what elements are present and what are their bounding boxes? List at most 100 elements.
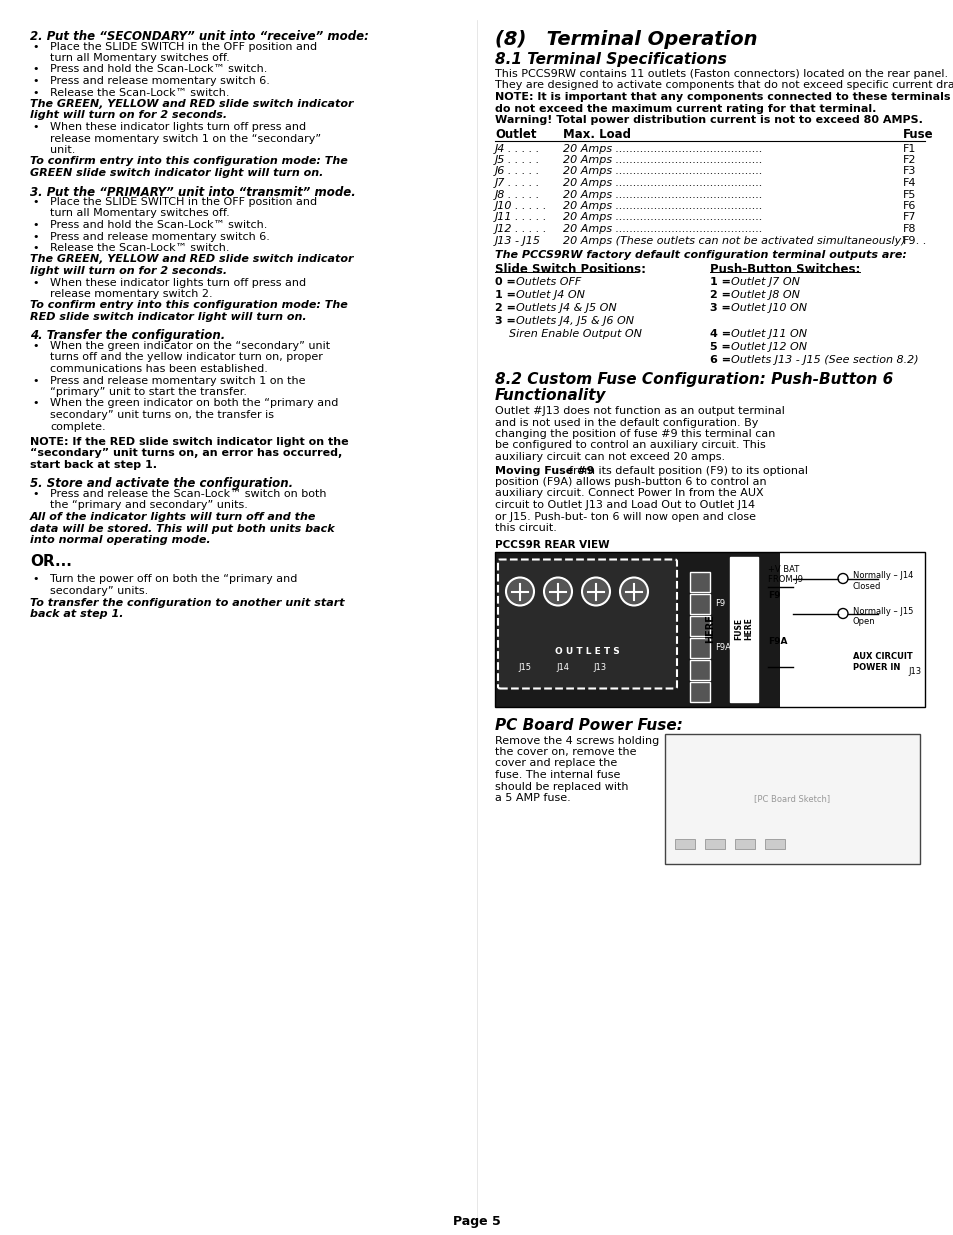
Text: J13 - J15: J13 - J15 [495, 236, 540, 246]
Circle shape [619, 578, 647, 605]
Text: RED slide switch indicator light will turn on.: RED slide switch indicator light will tu… [30, 312, 306, 322]
Bar [704, 839, 724, 848]
Text: J7 . . . . .: J7 . . . . . [495, 178, 539, 188]
Bar [689, 659, 709, 679]
Circle shape [837, 609, 847, 619]
Bar [495, 552, 780, 706]
Bar [675, 839, 695, 848]
Text: Release the Scan-Lock™ switch.: Release the Scan-Lock™ switch. [50, 88, 230, 98]
Text: F1: F1 [902, 143, 916, 153]
Text: from its default position (F9) to its optional: from its default position (F9) to its op… [569, 466, 807, 475]
Text: •: • [32, 122, 38, 132]
Text: auxiliary circuit. Connect Power In from the AUX: auxiliary circuit. Connect Power In from… [495, 489, 762, 499]
Text: 20 Amps ..........................................: 20 Amps ................................… [562, 178, 761, 188]
Text: When these indicator lights turn off press and: When these indicator lights turn off pre… [50, 122, 306, 132]
Text: 2 =: 2 = [495, 303, 519, 312]
Text: 4. Transfer the configuration.: 4. Transfer the configuration. [30, 330, 225, 342]
Text: cover and replace the: cover and replace the [495, 758, 617, 768]
Text: circuit to Outlet J13 and Load Out to Outlet J14: circuit to Outlet J13 and Load Out to Ou… [495, 500, 755, 510]
Text: 20 Amps ..........................................: 20 Amps ................................… [562, 189, 761, 200]
Text: Outlet J10 ON: Outlet J10 ON [730, 303, 806, 312]
Text: Functionality: Functionality [495, 388, 606, 403]
Text: F4: F4 [902, 178, 916, 188]
Text: They are designed to activate components that do not exceed specific current dra: They are designed to activate components… [495, 80, 953, 90]
Text: 20 Amps ..........................................: 20 Amps ................................… [562, 201, 761, 211]
Text: Slide Switch Positions:: Slide Switch Positions: [495, 263, 645, 275]
Bar [664, 734, 919, 863]
Text: 3. Put the “PRIMARY” unit into “transmit” mode.: 3. Put the “PRIMARY” unit into “transmit… [30, 185, 355, 199]
Text: turn all Momentary switches off.: turn all Momentary switches off. [50, 53, 230, 63]
Text: F9: F9 [767, 592, 780, 600]
Text: This PCCS9RW contains 11 outlets (Faston connectors) located on the rear panel.: This PCCS9RW contains 11 outlets (Faston… [495, 69, 947, 79]
Text: turn all Momentary switches off.: turn all Momentary switches off. [50, 209, 230, 219]
FancyBboxPatch shape [497, 559, 677, 688]
Text: J10 . . . . .: J10 . . . . . [495, 201, 547, 211]
Text: Remove the 4 screws holding: Remove the 4 screws holding [495, 736, 659, 746]
Text: back at step 1.: back at step 1. [30, 609, 123, 619]
Text: F9: F9 [714, 599, 724, 608]
Text: and is not used in the default configuration. By: and is not used in the default configura… [495, 417, 758, 427]
Text: Outlets J4 & J5 ON: Outlets J4 & J5 ON [516, 303, 616, 312]
Text: •: • [32, 341, 38, 351]
Bar [689, 682, 709, 701]
Text: or J15. Push-but- ton 6 will now open and close: or J15. Push-but- ton 6 will now open an… [495, 511, 755, 521]
Text: secondary” unit turns on, the transfer is: secondary” unit turns on, the transfer i… [50, 410, 274, 420]
Bar [729, 557, 758, 701]
Text: Press and release momentary switch 6.: Press and release momentary switch 6. [50, 231, 270, 242]
Text: •: • [32, 42, 38, 52]
Circle shape [543, 578, 572, 605]
Circle shape [837, 573, 847, 583]
Text: OR...: OR... [30, 555, 71, 569]
Text: F9A: F9A [714, 643, 730, 652]
Text: •: • [32, 489, 38, 499]
Text: The GREEN, YELLOW and RED slide switch indicator: The GREEN, YELLOW and RED slide switch i… [30, 254, 354, 264]
Text: PCCS9R REAR VIEW: PCCS9R REAR VIEW [495, 541, 609, 551]
Text: Siren Enable Output ON: Siren Enable Output ON [509, 329, 641, 338]
Text: 3 =: 3 = [495, 316, 519, 326]
Text: Moving Fuse #9: Moving Fuse #9 [495, 466, 594, 475]
Text: be configured to control an auxiliary circuit. This: be configured to control an auxiliary ci… [495, 441, 765, 451]
Text: F9: F9 [902, 236, 916, 246]
Text: turns off and the yellow indicator turn on, proper: turns off and the yellow indicator turn … [50, 352, 322, 363]
Text: secondary” units.: secondary” units. [50, 585, 148, 597]
Text: •: • [32, 220, 38, 230]
Text: Turn the power off on both the “primary and: Turn the power off on both the “primary … [50, 574, 297, 584]
Text: Normally – J15
Open: Normally – J15 Open [852, 606, 912, 626]
Text: “primary” unit to start the transfer.: “primary” unit to start the transfer. [50, 387, 247, 396]
Text: Outlet J11 ON: Outlet J11 ON [730, 329, 806, 338]
Text: the “primary and secondary” units.: the “primary and secondary” units. [50, 500, 248, 510]
Text: Outlet #J13 does not function as an output terminal: Outlet #J13 does not function as an outp… [495, 406, 784, 416]
Text: the cover on, remove the: the cover on, remove the [495, 747, 636, 757]
Text: •: • [32, 64, 38, 74]
Text: •: • [32, 231, 38, 242]
Text: 5. Store and activate the configuration.: 5. Store and activate the configuration. [30, 478, 293, 490]
Text: should be replaced with: should be replaced with [495, 782, 628, 792]
Text: Push-Button Switches:: Push-Button Switches: [709, 263, 860, 275]
Text: HERE: HERE [704, 615, 714, 643]
Text: To confirm entry into this configuration mode: The: To confirm entry into this configuration… [30, 300, 348, 310]
Circle shape [581, 578, 609, 605]
Text: Outlets J13 - J15 (See section 8.2): Outlets J13 - J15 (See section 8.2) [730, 354, 918, 366]
Text: a 5 AMP fuse.: a 5 AMP fuse. [495, 793, 570, 803]
Text: J13: J13 [593, 663, 606, 673]
Text: J6 . . . . .: J6 . . . . . [495, 167, 539, 177]
Text: Outlet J4 ON: Outlet J4 ON [516, 290, 584, 300]
Text: To transfer the configuration to another unit start: To transfer the configuration to another… [30, 598, 344, 608]
Text: (8)   Terminal Operation: (8) Terminal Operation [495, 30, 757, 49]
Text: 20 Amps ..........................................: 20 Amps ................................… [562, 167, 761, 177]
Text: J4 . . . . .: J4 . . . . . [495, 143, 539, 153]
Text: F9A: F9A [767, 636, 786, 646]
Text: J14: J14 [556, 663, 569, 673]
Text: data will be stored. This will put both units back: data will be stored. This will put both … [30, 524, 335, 534]
Text: unit.: unit. [50, 144, 75, 156]
Text: When these indicator lights turn off press and: When these indicator lights turn off pre… [50, 278, 306, 288]
Text: auxiliary circuit can not exceed 20 amps.: auxiliary circuit can not exceed 20 amps… [495, 452, 724, 462]
Text: F3: F3 [902, 167, 916, 177]
Text: fuse. The internal fuse: fuse. The internal fuse [495, 769, 619, 781]
Text: All of the indicator lights will turn off and the: All of the indicator lights will turn of… [30, 513, 316, 522]
Text: 20 Amps (These outlets can not be activated simultaneously) . . .: 20 Amps (These outlets can not be activa… [562, 236, 925, 246]
Text: FUSE
HERE: FUSE HERE [734, 618, 753, 641]
Text: J8 . . . . .: J8 . . . . . [495, 189, 539, 200]
Text: Press and hold the Scan-Lock™ switch.: Press and hold the Scan-Lock™ switch. [50, 64, 267, 74]
Text: 3 =: 3 = [709, 303, 734, 312]
